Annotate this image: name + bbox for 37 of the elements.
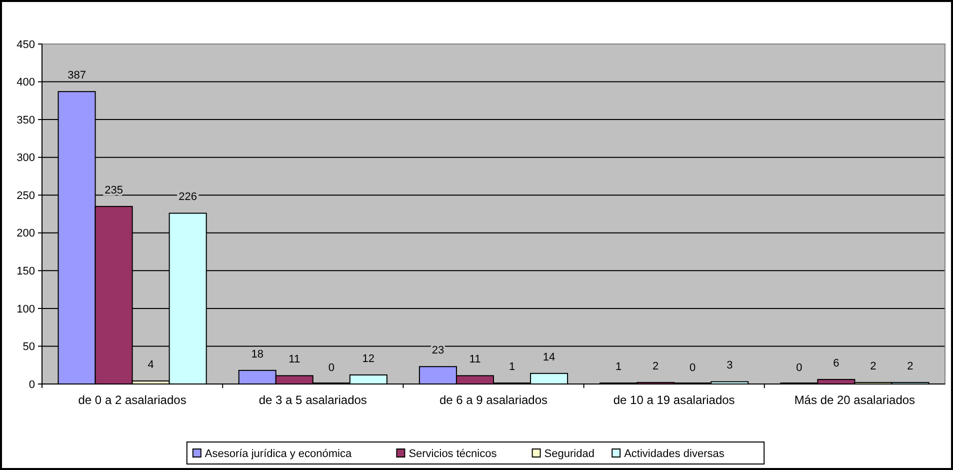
data-label: 0 [328,362,334,374]
data-label: 2 [870,360,876,372]
x-tick-label: de 0 a 2 asalariados [78,393,186,407]
x-tick-label: de 3 a 5 asalariados [258,393,367,407]
y-tick-label: 400 [16,76,35,89]
data-label: 6 [833,357,840,370]
data-label: 0 [796,362,802,374]
x-tick-label: Más de 20 asalariados [794,393,916,407]
y-tick-label: 0 [28,378,35,391]
data-label: 3 [726,360,733,372]
data-label: 1 [508,361,516,374]
y-tick-label: 50 [22,341,35,354]
data-label: 11 [469,354,481,366]
data-label: 2 [652,360,659,372]
y-tick-label: 300 [16,152,35,164]
data-label: 1 [616,361,622,374]
y-tick-label: 200 [16,228,35,240]
data-label: 12 [362,352,375,365]
legend-label: Actividades diversas [624,448,725,460]
y-tick-label: 450 [16,38,35,51]
y-tick-label: 350 [16,114,35,126]
data-label: 18 [251,348,264,360]
y-tick-label: 250 [16,190,35,202]
x-tick-label: de 6 a 9 asalariados [439,393,548,407]
data-label: 2 [907,360,914,372]
data-label: 4 [148,358,154,371]
legend-label: Servicios técnicos [408,448,498,460]
data-label: 0 [690,362,696,374]
legend-label: Asesoría jurídica y económica [204,448,353,460]
data-label: 387 [68,70,86,82]
data-label: 235 [104,184,123,196]
x-tick-label: de 10 a 19 asalariados [613,393,735,407]
y-tick-label: 100 [16,303,35,316]
y-tick-label: 150 [16,266,35,278]
data-label: 11 [288,354,300,366]
legend-label: Seguridad [544,448,594,460]
data-label: 14 [542,351,556,364]
